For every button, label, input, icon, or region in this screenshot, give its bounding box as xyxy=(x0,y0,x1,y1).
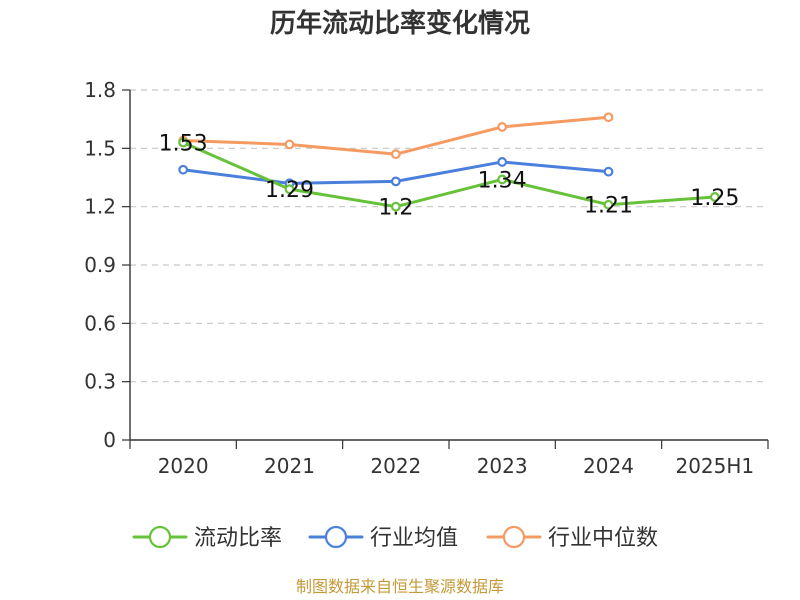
legend-label: 行业均值 xyxy=(370,526,458,551)
x-tick-label: 2025H1 xyxy=(675,454,754,478)
series-point xyxy=(603,199,614,210)
legend-item[interactable]: 行业均值 xyxy=(308,525,458,551)
legend-label: 行业中位数 xyxy=(548,526,658,551)
y-tick-label: 1.2 xyxy=(84,195,116,219)
series-point xyxy=(390,149,401,160)
y-tick-label: 0.9 xyxy=(84,253,116,277)
legend-swatch-marker xyxy=(148,525,172,549)
label-layer: 1.53 1.29 1.2 1.34 1.21 1.25 xyxy=(159,132,740,221)
x-tick-label: 2024 xyxy=(583,454,634,478)
legend-item[interactable]: 行业中位数 xyxy=(486,525,658,551)
series-line xyxy=(181,141,717,209)
y-tick-label: 1.5 xyxy=(84,136,116,160)
series-point xyxy=(178,137,189,148)
data-label: 1.2 xyxy=(378,196,413,221)
chart-title: 历年流动比率变化情况 xyxy=(270,8,530,39)
legend-swatch-marker xyxy=(324,525,348,549)
x-tick-label: 2023 xyxy=(477,454,528,478)
series-point xyxy=(603,112,614,123)
data-label: 1.53 xyxy=(159,132,208,157)
series-point xyxy=(390,176,401,187)
x-tick-label: 2020 xyxy=(158,454,209,478)
series-point xyxy=(603,166,614,177)
series-point xyxy=(284,184,295,195)
source-note: 制图数据来自恒生聚源数据库 xyxy=(296,577,504,596)
x-tick-label: 2022 xyxy=(370,454,421,478)
y-tick-label: 0 xyxy=(103,428,116,452)
data-label: 1.25 xyxy=(690,186,739,211)
legend: 流动比率 行业均值 行业中位数 xyxy=(132,525,658,551)
series-point xyxy=(178,164,189,175)
legend-item[interactable]: 流动比率 xyxy=(132,525,282,551)
data-label: 1.29 xyxy=(265,178,314,203)
y-tick-label: 1.8 xyxy=(84,78,116,102)
series-point xyxy=(497,122,508,132)
x-tick-label: 2021 xyxy=(264,454,315,478)
y-tick-label: 0.3 xyxy=(84,370,116,394)
legend-swatch-marker xyxy=(502,525,526,549)
series-point xyxy=(497,157,508,167)
series-layer xyxy=(178,112,720,212)
series-point xyxy=(709,192,720,202)
series-point xyxy=(284,139,295,150)
grid-layer xyxy=(130,89,768,383)
series-point xyxy=(497,174,508,185)
axis-layer: 0 0.3 0.6 0.9 1.2 1.5 1.8 2020 2021 2022 2023 2024 2… xyxy=(84,78,769,478)
y-tick-label: 0.6 xyxy=(84,311,116,335)
data-label: 1.21 xyxy=(584,194,633,219)
legend-label: 流动比率 xyxy=(194,526,282,551)
data-label: 1.34 xyxy=(478,168,527,193)
series-point xyxy=(390,201,401,212)
